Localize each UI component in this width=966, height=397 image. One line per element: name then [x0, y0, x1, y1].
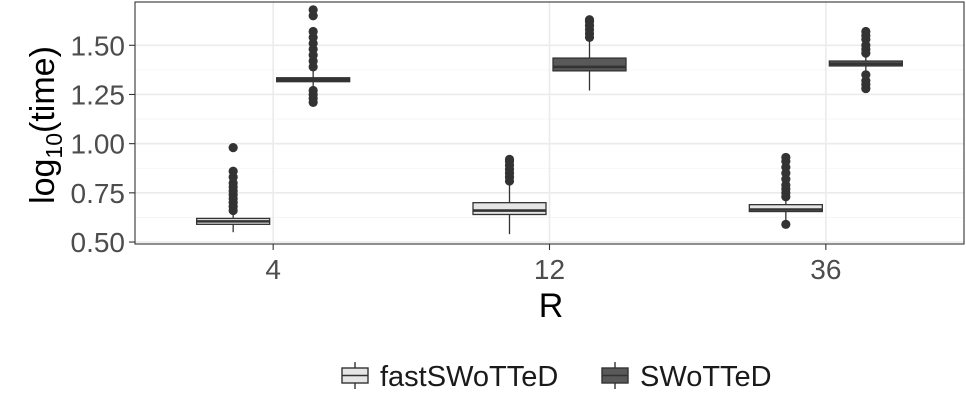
outlier-point [308, 26, 318, 37]
x-tick-label: 12 [534, 254, 565, 285]
x-axis-title: R [539, 287, 564, 325]
box-iqr [472, 202, 547, 216]
legend-label-fastswotted: fastSWoTTeD [380, 361, 558, 393]
outlier-point [228, 166, 238, 176]
outlier-point [781, 219, 791, 229]
legend: fastSWoTTeD SWoTTeD [341, 361, 772, 393]
legend-key-swotted [601, 362, 629, 389]
x-axis-ticks: 4 12 36 [265, 244, 841, 285]
boxplot-fastswotted-r36 [748, 152, 823, 229]
boxplot-fastswotted-r4 [196, 142, 271, 233]
outlier-point [861, 26, 871, 37]
y-axis-title: log10(time) [24, 46, 67, 204]
outlier-point [504, 154, 515, 164]
boxplot-series [196, 5, 903, 235]
outlier-point [861, 70, 871, 80]
boxplot-fastswotted-r12 [472, 154, 547, 235]
y-tick-label: 0.50 [71, 227, 126, 258]
box-iqr [748, 204, 823, 213]
outlier-point [781, 152, 791, 163]
grid-lines [135, 2, 964, 244]
y-tick-label: 1.00 [71, 129, 126, 160]
outlier-point [228, 142, 238, 153]
legend-key-fastswotted [341, 362, 369, 389]
outlier-point [308, 5, 318, 15]
boxplot-swotted-r12 [552, 15, 627, 91]
y-tick-label: 1.50 [71, 30, 126, 61]
boxplot-swotted-r36 [828, 26, 903, 94]
legend-label-swotted: SWoTTeD [640, 361, 772, 393]
boxplot-swotted-r4 [276, 5, 351, 107]
box-iqr [552, 57, 627, 72]
y-tick-label: 1.25 [71, 79, 126, 110]
x-tick-label: 36 [810, 254, 841, 285]
y-axis-ticks: 0.50 0.75 1.00 1.25 1.50 [71, 30, 135, 258]
y-tick-label: 0.75 [71, 178, 126, 209]
outlier-point [308, 85, 318, 96]
outlier-point [584, 15, 595, 25]
x-tick-label: 4 [265, 254, 281, 285]
